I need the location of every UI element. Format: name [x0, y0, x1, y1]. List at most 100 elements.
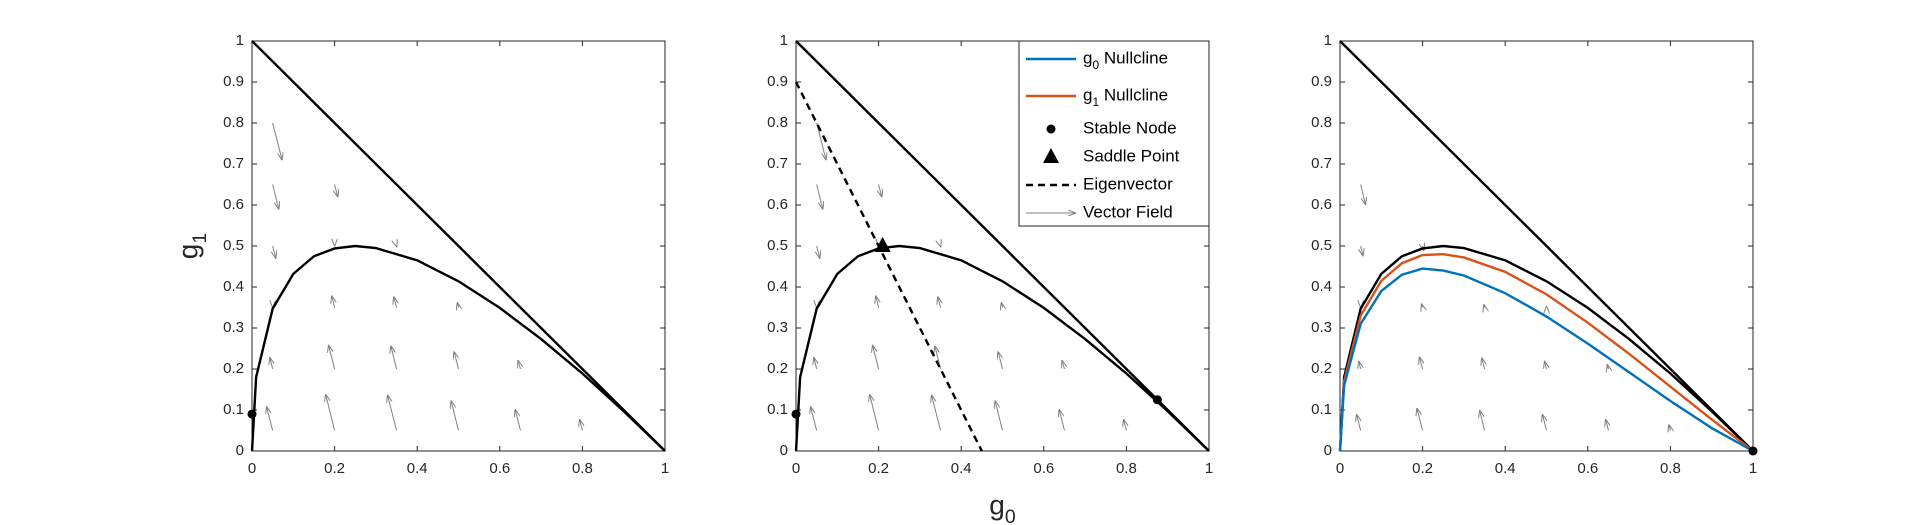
- vector-arrow: [1360, 184, 1366, 206]
- vector-arrow: [332, 296, 335, 308]
- y-tick-label: 0.6: [1311, 196, 1332, 213]
- vector-arrow: [1606, 419, 1609, 431]
- vector-arrow: [870, 394, 880, 431]
- vector-arrow: [387, 395, 398, 431]
- y-tick-label: 0.2: [767, 360, 788, 377]
- vector-arrow: [272, 122, 282, 160]
- y-tick-label: 0.2: [223, 360, 244, 377]
- vector-arrow: [814, 357, 817, 370]
- vector-arrow: [1544, 361, 1546, 369]
- y-tick-label: 0: [236, 442, 244, 459]
- vector-arrow: [876, 296, 879, 308]
- vector-arrow: [1542, 414, 1546, 431]
- y-tick-label: 0.7: [767, 155, 788, 172]
- x-tick-label: 0.6: [1033, 460, 1054, 477]
- y-tick-label: 0.5: [223, 237, 244, 254]
- x-tick-label: 0: [248, 460, 256, 477]
- y-tick-label: 0.7: [223, 155, 244, 172]
- vector-arrow: [938, 296, 941, 308]
- legend-box: [1018, 40, 1210, 227]
- y-tick-label: 0.4: [223, 278, 244, 295]
- x-tick-label: 0.8: [1660, 460, 1681, 477]
- y-tick-label: 0.6: [767, 196, 788, 213]
- y-tick-label: 1: [780, 32, 788, 49]
- vector-arrow: [1607, 364, 1608, 369]
- y-tick-label: 1: [1324, 32, 1332, 49]
- y-tick-label: 0: [1324, 442, 1332, 459]
- y-tick-label: 0.3: [767, 319, 788, 336]
- vector-arrow: [872, 345, 880, 370]
- y-tick-label: 1: [236, 32, 244, 49]
- vector-arrow: [1669, 424, 1671, 430]
- vector-arrow: [457, 302, 458, 307]
- vector-arrow: [1062, 360, 1064, 370]
- vector-arrow: [1059, 409, 1065, 431]
- vector-arrow: [1417, 408, 1424, 431]
- vector-arrow: [394, 296, 397, 308]
- legend-label: g1 Nullcline: [1083, 85, 1168, 109]
- x-tick-label: 1: [661, 460, 669, 477]
- curve: [250, 244, 666, 452]
- y-tick-label: 0.5: [1311, 237, 1332, 254]
- x-tick-label: 1: [1749, 460, 1757, 477]
- vector-arrow: [518, 360, 520, 370]
- vector-arrow: [580, 419, 583, 431]
- vector-arrow: [879, 184, 882, 198]
- y-tick-label: 0.9: [223, 73, 244, 90]
- legend-swatch: [1043, 148, 1059, 163]
- curve: [1339, 40, 1754, 452]
- y-tick-label: 0.8: [767, 114, 788, 131]
- x-tick-label: 0: [1336, 460, 1344, 477]
- y-tick-label: 0.2: [1311, 360, 1332, 377]
- vector-arrow: [515, 409, 521, 431]
- vector-arrow: [1361, 245, 1363, 256]
- vector-arrow: [270, 357, 273, 370]
- y-tick-label: 0.8: [223, 114, 244, 131]
- y-tick-label: 0.4: [1311, 278, 1332, 295]
- vector-arrow: [335, 184, 338, 198]
- x-tick-label: 0.8: [572, 460, 593, 477]
- vector-arrow: [1484, 304, 1485, 307]
- x-tick-label: 0.4: [1495, 460, 1516, 477]
- legend-swatch: [1046, 124, 1056, 134]
- vector-arrow: [1482, 358, 1485, 370]
- vector-arrow: [326, 394, 336, 431]
- y-axis-label: g1: [172, 233, 211, 259]
- legend-label: Stable Node: [1083, 118, 1177, 137]
- vector-arrow: [1421, 303, 1422, 307]
- vector-arrow: [1357, 414, 1361, 431]
- vector-arrow: [454, 351, 459, 370]
- curve: [1338, 244, 1754, 452]
- y-tick-label: 0.9: [1311, 73, 1332, 90]
- y-tick-label: 0.6: [223, 196, 244, 213]
- curve: [1338, 252, 1754, 452]
- x-tick-label: 0.2: [1412, 460, 1433, 477]
- x-tick-label: 0.4: [407, 460, 428, 477]
- curve: [794, 244, 1210, 452]
- x-tick-label: 0.6: [489, 460, 510, 477]
- stable-node: [1152, 395, 1162, 405]
- curve: [1338, 267, 1754, 453]
- stable-node: [247, 409, 257, 419]
- x-tick-label: 0.4: [951, 460, 972, 477]
- curve: [795, 40, 1210, 452]
- y-tick-label: 0.3: [223, 319, 244, 336]
- vector-arrow: [273, 245, 276, 259]
- legend-label: Saddle Point: [1083, 146, 1180, 165]
- vector-arrow: [1001, 302, 1002, 307]
- vector-arrow: [1359, 361, 1361, 369]
- vector-arrow: [817, 245, 820, 259]
- vector-arrow: [266, 406, 274, 431]
- vector-arrow: [995, 401, 1003, 431]
- legend-label: Vector Field: [1083, 202, 1173, 221]
- legend-label: Eigenvector: [1083, 174, 1173, 193]
- x-tick-label: 0: [792, 460, 800, 477]
- vector-arrow: [272, 184, 279, 210]
- vector-arrow: [816, 184, 823, 210]
- x-tick-label: 0.2: [324, 460, 345, 477]
- x-tick-label: 1: [1205, 460, 1213, 477]
- curve: [251, 40, 666, 452]
- vector-arrow: [328, 345, 336, 370]
- vector-arrow: [816, 122, 826, 160]
